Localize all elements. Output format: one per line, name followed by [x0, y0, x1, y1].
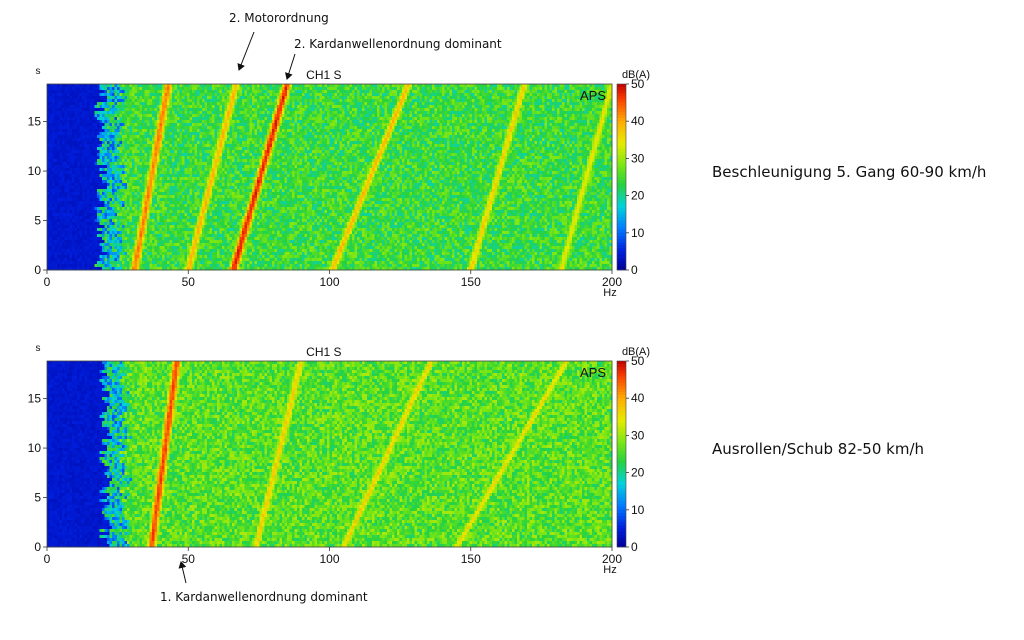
- top-colorbar-unit: dB(A): [622, 69, 650, 81]
- top-tag: APS: [580, 88, 606, 103]
- top-y-tick-label-2: 10: [28, 164, 42, 178]
- bottom-heatmap-cells: [47, 361, 613, 548]
- top-colorbar-tick-label-1: 10: [631, 226, 645, 240]
- top-x-tick-label-0: 0: [44, 275, 51, 289]
- bottom-colorbar-tick-label-5: 50: [631, 354, 645, 368]
- top-heatmap-cells: [47, 84, 613, 271]
- top-colorbar-tick-label-5: 50: [631, 77, 645, 91]
- top-colorbar-frame: [616, 83, 627, 271]
- annotation-cardan-order-2: 2. Kardanwellenordnung dominant: [294, 37, 502, 51]
- top-colorbar-tick-label-0: 0: [631, 263, 638, 277]
- bottom-y-tick-label-2: 10: [28, 441, 42, 455]
- top-y-tick-label-1: 5: [34, 214, 41, 228]
- bottom-colorbar-tick-label-1: 10: [631, 503, 645, 517]
- bottom-y-unit: s: [36, 343, 41, 354]
- top-x-tick-label-1: 50: [182, 275, 196, 289]
- top-x-tick-label-4: 200: [602, 275, 622, 289]
- top-colorbar-tick-label-4: 40: [631, 114, 645, 128]
- spectrogram-bottom: 0 50 100 150 200 Hz 0 5 10 15 s CH1 S APS 0 10 20 30 40 50…: [0, 337, 700, 597]
- bottom-colorbar-tick-label-0: 0: [631, 540, 638, 554]
- top-colorbar-tick-label-2: 20: [631, 189, 645, 203]
- bottom-y-tick-label-3: 15: [28, 392, 42, 406]
- top-y-tick-label-3: 15: [28, 115, 42, 129]
- bottom-tag: APS: [580, 365, 606, 380]
- bottom-x-tick-label-3: 150: [461, 552, 481, 566]
- top-x-unit: Hz: [603, 287, 616, 299]
- annotation-cardan-order-1: 1. Kardanwellenordnung dominant: [160, 590, 368, 604]
- top-title: CH1 S: [306, 68, 341, 82]
- top-x-tick-label-3: 150: [461, 275, 481, 289]
- top-colorbar-tick-label-3: 30: [631, 151, 645, 165]
- bottom-y-tick-label-1: 5: [34, 491, 41, 505]
- bottom-x-tick-label-0: 0: [44, 552, 51, 566]
- annotation-motor-order-2: 2. Motorordnung: [229, 11, 329, 25]
- bottom-colorbar-tick-label-2: 20: [631, 466, 645, 480]
- bottom-x-unit: Hz: [603, 564, 616, 576]
- bottom-colorbar-frame: [616, 360, 627, 548]
- top-y-unit: s: [36, 66, 41, 77]
- bottom-colorbar-tick-label-4: 40: [631, 391, 645, 405]
- bottom-colorbar-tick-label-3: 30: [631, 428, 645, 442]
- top-y-tick-label-0: 0: [34, 263, 41, 277]
- top-x-tick-label-2: 100: [319, 275, 339, 289]
- bottom-y-tick-label-0: 0: [34, 540, 41, 554]
- bottom-colorbar: [617, 361, 626, 548]
- bottom-x-tick-label-4: 200: [602, 552, 622, 566]
- bottom-x-tick-label-2: 100: [319, 552, 339, 566]
- bottom-title: CH1 S: [306, 345, 341, 359]
- spectrogram-top: 0 50 100 150 200 Hz 0 5 10 15 s CH1 S APS 0 10 20 30 40 50…: [0, 60, 700, 320]
- bottom-colorbar-unit: dB(A): [622, 346, 650, 358]
- caption-top: Beschleunigung 5. Gang 60-90 km/h: [712, 163, 986, 181]
- bottom-x-tick-label-1: 50: [182, 552, 196, 566]
- top-colorbar: [617, 84, 626, 271]
- caption-bottom: Ausrollen/Schub 82-50 km/h: [712, 440, 924, 458]
